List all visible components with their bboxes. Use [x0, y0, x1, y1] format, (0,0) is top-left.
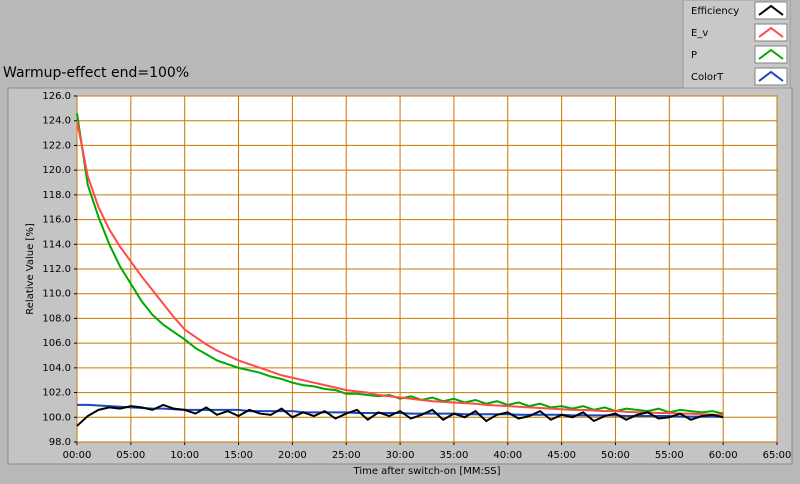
- x-tick-label: 30:00: [386, 450, 415, 461]
- legend-label: Efficiency: [691, 6, 739, 17]
- legend-swatch-box: [754, 67, 788, 86]
- legend-swatch: [758, 26, 784, 38]
- y-tick-label: 116.0: [42, 215, 71, 226]
- y-tick-label: 124.0: [42, 116, 71, 127]
- legend-swatch: [758, 4, 784, 16]
- x-tick-label: 60:00: [709, 450, 738, 461]
- x-tick-label: 15:00: [224, 450, 253, 461]
- legend-label: P: [691, 50, 697, 61]
- x-tick-label: 40:00: [493, 450, 522, 461]
- legend-swatch: [758, 48, 784, 60]
- legend-label: ColorT: [691, 72, 724, 83]
- x-tick-label: 05:00: [116, 450, 145, 461]
- y-tick-label: 122.0: [42, 140, 71, 151]
- y-tick-label: 104.0: [42, 363, 71, 374]
- series-line: [76, 403, 724, 427]
- y-axis-label: Relative Value [%]: [25, 223, 36, 315]
- x-tick-label: 00:00: [63, 450, 92, 461]
- x-tick-label: 65:00: [763, 450, 792, 461]
- legend: Efficiency E_v P ColorT: [682, 0, 791, 89]
- y-tick-label: 102.0: [42, 388, 71, 399]
- x-tick-label: 55:00: [655, 450, 684, 461]
- x-tick-label: 10:00: [170, 450, 199, 461]
- chart-title: Warmup-effect end=100%: [3, 65, 189, 81]
- y-tick-label: 100.0: [42, 412, 71, 423]
- y-tick-label: 118.0: [42, 190, 71, 201]
- legend-swatch-box: [754, 45, 788, 64]
- grid: 00:00 05:00 10:00 15:00 20:00 25:00 30:00 35:00…: [42, 91, 791, 461]
- y-tick-label: 98.0: [49, 437, 71, 448]
- legend-label: E_v: [691, 28, 708, 39]
- series-lines: [76, 113, 724, 427]
- x-axis-label: Time after switch-on [MM:SS]: [353, 466, 501, 477]
- y-tick-label: 108.0: [42, 313, 71, 324]
- y-tick-label: 114.0: [42, 239, 71, 250]
- x-tick-label: 20:00: [278, 450, 307, 461]
- legend-swatch: [758, 70, 784, 82]
- x-tick-label: 35:00: [440, 450, 469, 461]
- y-tick-label: 126.0: [42, 91, 71, 102]
- x-tick-label: 25:00: [332, 450, 361, 461]
- y-tick-label: 106.0: [42, 338, 71, 349]
- series-line: [76, 120, 724, 416]
- legend-swatch-box: [754, 23, 788, 42]
- x-tick-label: 50:00: [601, 450, 630, 461]
- legend-swatch-box: [754, 1, 788, 20]
- x-tick-label: 45:00: [547, 450, 576, 461]
- y-tick-label: 110.0: [42, 289, 71, 300]
- y-tick-label: 120.0: [42, 165, 71, 176]
- y-tick-label: 112.0: [42, 264, 71, 275]
